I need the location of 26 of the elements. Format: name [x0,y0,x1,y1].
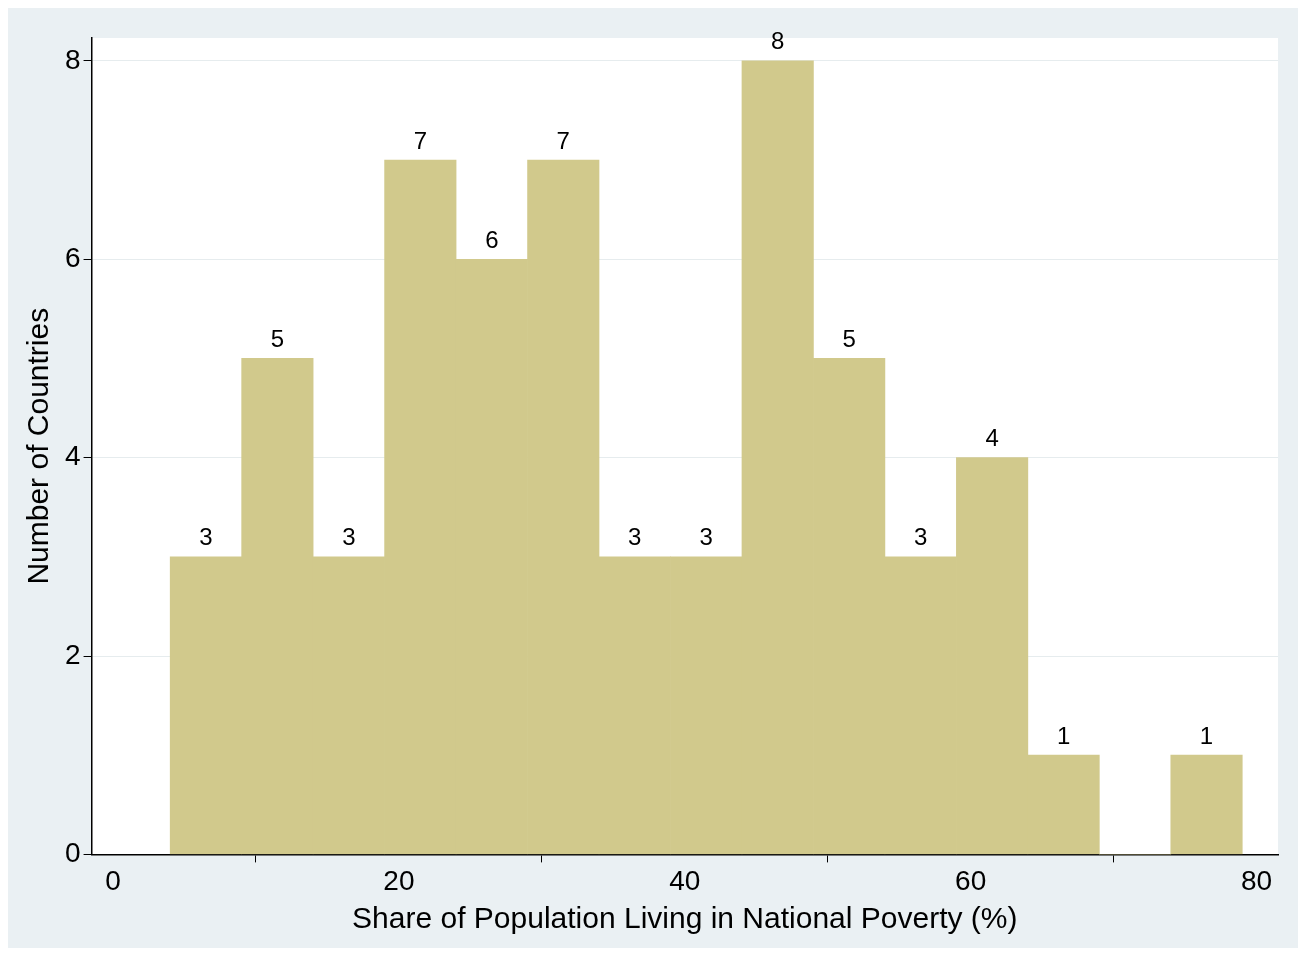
x-axis-title: Share of Population Living in National Poverty (%) [352,901,1018,935]
data-label: 3 [628,523,642,551]
data-label: 3 [913,523,928,551]
data-label: 4 [985,424,999,452]
y-tick-label: 4 [64,440,81,472]
data-label: 8 [771,27,785,55]
y-axis-title: Number of Countries [21,307,55,585]
data-label: 5 [270,325,285,353]
y-tick-label: 8 [64,43,81,75]
x-tick-label: 20 [383,864,415,896]
data-label: 1 [1199,721,1214,749]
y-tick-label: 2 [64,638,81,670]
x-tick-label: 80 [1240,864,1273,896]
data-label: 3 [199,523,213,551]
data-label: 7 [556,126,570,154]
data-label: 3 [699,523,713,551]
x-tick-label: 60 [955,864,987,896]
data-label: 6 [485,225,499,253]
data-label: 3 [342,523,356,551]
data-label: 7 [413,126,428,154]
data-label: 5 [842,325,856,353]
data-label: 1 [1056,721,1071,749]
y-tick-label: 0 [64,837,81,869]
x-tick-label: 0 [105,864,121,896]
x-tick-label: 40 [669,864,701,896]
y-tick-label: 6 [64,241,81,273]
